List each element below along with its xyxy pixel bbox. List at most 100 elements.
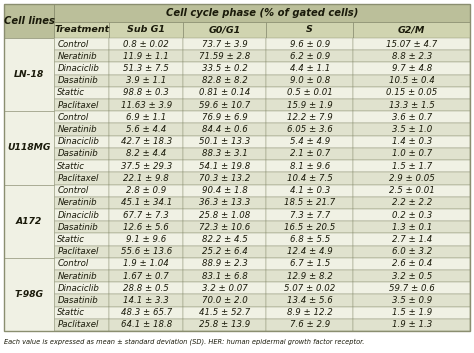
Text: 54.1 ± 19.8: 54.1 ± 19.8 [199,162,250,171]
Text: Dinaciclib: Dinaciclib [57,284,99,293]
Text: 2.7 ± 1.4: 2.7 ± 1.4 [392,235,432,244]
Text: 50.1 ± 13.3: 50.1 ± 13.3 [199,137,250,146]
Text: 1.3 ± 0.1: 1.3 ± 0.1 [392,223,432,232]
Bar [266,22,354,38]
Bar [354,62,470,74]
Bar [55,270,109,282]
Bar [354,233,470,246]
Text: 5.07 ± 0.02: 5.07 ± 0.02 [284,284,335,293]
Bar [354,148,470,160]
Text: 1.4 ± 0.3: 1.4 ± 0.3 [392,137,432,146]
Bar [266,319,354,331]
Bar [266,160,354,172]
Bar [354,38,470,50]
Bar [55,185,109,197]
Bar [266,209,354,221]
Bar [109,74,183,87]
Bar [183,124,266,136]
Text: 36.3 ± 13.3: 36.3 ± 13.3 [199,198,250,207]
Text: 9.7 ± 4.8: 9.7 ± 4.8 [392,64,432,73]
Bar [183,282,266,294]
Text: 6.8 ± 5.5: 6.8 ± 5.5 [290,235,330,244]
Text: Paclitaxel: Paclitaxel [57,321,99,329]
Bar [55,50,109,62]
Text: 3.5 ± 0.9: 3.5 ± 0.9 [392,296,432,305]
Bar [183,22,266,38]
Text: 2.8 ± 0.9: 2.8 ± 0.9 [126,186,166,195]
Text: Control: Control [57,40,89,49]
Text: 48.3 ± 65.7: 48.3 ± 65.7 [120,308,172,317]
Bar [354,185,470,197]
Text: Neratinib: Neratinib [57,271,97,281]
Text: Treatment: Treatment [54,25,109,35]
Text: Each value is expressed as mean ± standard deviation (SD). HER: human epidermal : Each value is expressed as mean ± standa… [4,339,365,345]
Bar [55,319,109,331]
Text: 1.0 ± 0.7: 1.0 ± 0.7 [392,149,432,158]
Text: 6.05 ± 3.6: 6.05 ± 3.6 [287,125,333,134]
Bar [183,294,266,307]
Bar [266,148,354,160]
Bar [55,282,109,294]
Text: 1.67 ± 0.7: 1.67 ± 0.7 [123,271,169,281]
Bar [183,172,266,185]
Bar [109,62,183,74]
Bar [55,148,109,160]
Bar [109,50,183,62]
Text: 4.1 ± 0.3: 4.1 ± 0.3 [290,186,330,195]
Bar [109,160,183,172]
Bar [354,136,470,148]
Bar [266,221,354,233]
Text: 6.0 ± 3.2: 6.0 ± 3.2 [392,247,432,256]
Bar [183,307,266,319]
Text: 2.2 ± 2.2: 2.2 ± 2.2 [392,198,432,207]
Bar [4,4,55,38]
Text: 8.2 ± 4.4: 8.2 ± 4.4 [126,149,166,158]
Bar [55,221,109,233]
Text: 8.8 ± 2.3: 8.8 ± 2.3 [392,52,432,61]
Text: 10.4 ± 7.5: 10.4 ± 7.5 [287,174,333,183]
Text: 12.6 ± 5.6: 12.6 ± 5.6 [123,223,169,232]
Bar [183,258,266,270]
Text: Cell lines: Cell lines [4,16,55,26]
Text: 8.9 ± 12.2: 8.9 ± 12.2 [287,308,333,317]
Text: Dinaciclib: Dinaciclib [57,210,99,220]
Bar [266,258,354,270]
Bar [266,87,354,99]
Text: 11.9 ± 1.1: 11.9 ± 1.1 [123,52,169,61]
Text: 0.81 ± 0.14: 0.81 ± 0.14 [199,89,250,97]
Bar [55,99,109,111]
Text: 9.6 ± 0.9: 9.6 ± 0.9 [290,40,330,49]
Text: 9.1 ± 9.6: 9.1 ± 9.6 [126,235,166,244]
Bar [4,111,55,185]
Text: 6.9 ± 1.1: 6.9 ± 1.1 [126,113,166,122]
Bar [183,62,266,74]
Bar [4,185,55,258]
Text: 37.5 ± 29.3: 37.5 ± 29.3 [120,162,172,171]
Bar [183,111,266,124]
Bar [354,50,470,62]
Bar [354,319,470,331]
Text: 0.15 ± 0.05: 0.15 ± 0.05 [386,89,438,97]
Bar [266,233,354,246]
Text: 88.9 ± 2.3: 88.9 ± 2.3 [201,259,247,268]
Text: 51.3 ± 7.5: 51.3 ± 7.5 [123,64,169,73]
Text: Dasatinib: Dasatinib [57,223,98,232]
Text: Control: Control [57,113,89,122]
Text: Cell cycle phase (% of gated cells): Cell cycle phase (% of gated cells) [166,8,358,18]
Text: 98.8 ± 0.3: 98.8 ± 0.3 [123,89,169,97]
Bar [183,99,266,111]
Bar [55,22,109,38]
Text: 59.6 ± 10.7: 59.6 ± 10.7 [199,101,250,110]
Bar [109,111,183,124]
Bar [109,246,183,258]
Text: 71.59 ± 2.8: 71.59 ± 2.8 [199,52,250,61]
Bar [55,62,109,74]
Bar [55,233,109,246]
Text: S: S [306,25,313,35]
Text: 3.6 ± 0.7: 3.6 ± 0.7 [392,113,432,122]
Bar [109,22,183,38]
Text: 15.07 ± 4.7: 15.07 ± 4.7 [386,40,438,49]
Bar [55,160,109,172]
Text: 16.5 ± 20.5: 16.5 ± 20.5 [284,223,335,232]
Bar [109,209,183,221]
